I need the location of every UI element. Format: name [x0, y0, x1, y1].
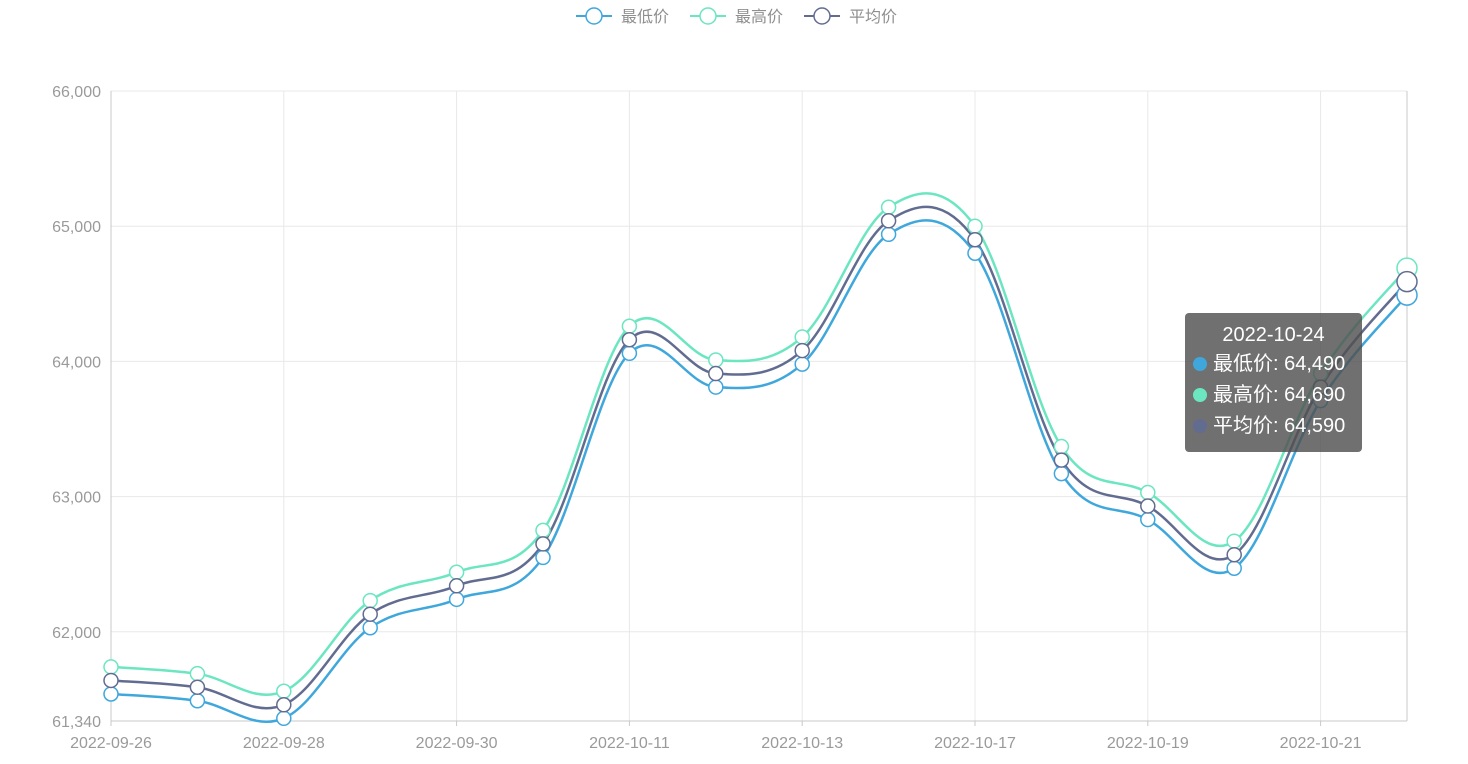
x-tick-label: 2022-10-21 [1280, 735, 1362, 752]
x-tick-label: 2022-09-26 [70, 735, 152, 752]
x-tick-label: 2022-10-11 [589, 735, 670, 752]
data-point-high[interactable] [362, 592, 378, 609]
tooltip-label-high: 最高价: 64,690 [1213, 384, 1346, 406]
data-point-high[interactable] [1140, 484, 1156, 501]
data-point-avg[interactable] [880, 213, 897, 229]
data-point-low[interactable] [535, 549, 551, 566]
legend-label-low: 最低价 [621, 8, 669, 26]
data-point-high[interactable] [448, 564, 465, 581]
y-tick-label: 66,000 [52, 84, 101, 101]
x-tick-label: 2022-09-30 [416, 735, 498, 752]
y-tick-label: 62,000 [52, 625, 101, 642]
data-point-avg[interactable] [448, 578, 465, 594]
data-point-avg[interactable] [189, 679, 206, 695]
data-point-low[interactable] [1053, 465, 1070, 482]
tooltip-row-low: 最低价: 64,490 [1193, 349, 1354, 380]
data-point-high[interactable] [189, 665, 206, 682]
data-point-low[interactable] [794, 356, 810, 372]
x-tick-label: 2022-09-28 [243, 735, 325, 752]
legend[interactable]: 最低价 最高价 平均价 [576, 7, 897, 26]
tooltip-label-avg: 平均价: 64,590 [1213, 415, 1346, 437]
data-point-high[interactable] [967, 218, 983, 234]
data-point-low[interactable] [189, 692, 206, 709]
data-point-avg[interactable] [276, 697, 292, 713]
x-tick-label: 2022-10-19 [1107, 735, 1189, 752]
x-tick-label: 2022-10-17 [934, 735, 1016, 752]
legend-marker-high [699, 7, 717, 25]
tooltip-dot-avg [1193, 419, 1207, 433]
data-point-avg[interactable] [621, 332, 638, 348]
axis-layer: 61,340 62,000 63,000 64,000 65,000 66,000 2022… [52, 84, 1408, 752]
data-point-high[interactable] [103, 659, 119, 675]
data-point-low[interactable] [967, 245, 983, 261]
data-point-avg[interactable] [1396, 270, 1418, 293]
y-tick-label: 63,000 [52, 490, 101, 507]
tooltip-row-avg: 平均价: 64,590 [1193, 411, 1354, 442]
data-point-avg[interactable] [1226, 546, 1242, 563]
series-layer [103, 192, 1418, 727]
tooltip-title: 2022-10-24 [1222, 324, 1325, 346]
legend-marker-avg [813, 7, 831, 25]
legend-item-high[interactable]: 最高价 [690, 7, 783, 26]
tooltip-dot-low [1193, 357, 1207, 371]
series-line-low [110, 219, 1408, 724]
data-point-avg[interactable] [1140, 498, 1156, 514]
data-point-avg[interactable] [794, 342, 810, 359]
x-tick-label: 2022-10-13 [761, 735, 843, 752]
y-tick-label: 61,340 [52, 714, 101, 731]
tooltip-row-high: 最高价: 64,690 [1193, 380, 1354, 411]
tooltip-label-low: 最低价: 64,490 [1213, 353, 1346, 375]
data-point-high[interactable] [794, 329, 810, 345]
data-point-low[interactable] [1226, 560, 1242, 576]
legend-marker-low [585, 7, 603, 25]
data-point-low[interactable] [276, 710, 292, 727]
data-point-avg[interactable] [708, 365, 724, 382]
data-point-low[interactable] [708, 379, 724, 395]
data-point-low[interactable] [880, 226, 897, 243]
data-point-avg[interactable] [362, 606, 378, 622]
data-point-low[interactable] [103, 686, 119, 702]
series-line-avg [110, 205, 1408, 710]
data-point-low[interactable] [448, 591, 465, 608]
data-point-high[interactable] [880, 199, 897, 216]
data-point-high[interactable] [1053, 438, 1070, 455]
data-point-high[interactable] [535, 522, 551, 539]
legend-label-avg: 平均价 [849, 8, 897, 26]
data-point-low[interactable] [1140, 511, 1156, 528]
data-point-avg[interactable] [1053, 452, 1070, 468]
y-tick-label: 64,000 [52, 354, 101, 371]
y-tick-label: 65,000 [52, 219, 101, 236]
data-point-avg[interactable] [103, 672, 119, 689]
tooltip: 2022-10-24 最低价: 64,490 最高价: 64,690 平均价: … [1185, 313, 1362, 452]
data-point-high[interactable] [1226, 533, 1242, 549]
data-point-high[interactable] [276, 683, 292, 700]
data-point-high[interactable] [708, 352, 724, 368]
tooltip-dot-high [1193, 388, 1207, 402]
legend-item-avg[interactable]: 平均价 [804, 7, 897, 26]
grid-layer [111, 90, 1407, 721]
data-point-avg[interactable] [535, 536, 551, 552]
data-point-avg[interactable] [967, 231, 983, 248]
data-point-low[interactable] [621, 345, 638, 362]
data-point-low[interactable] [362, 619, 378, 636]
series-line-high [110, 192, 1408, 696]
legend-item-low[interactable]: 最低价 [576, 7, 669, 26]
legend-label-high: 最高价 [735, 8, 783, 26]
data-point-high[interactable] [621, 318, 638, 334]
